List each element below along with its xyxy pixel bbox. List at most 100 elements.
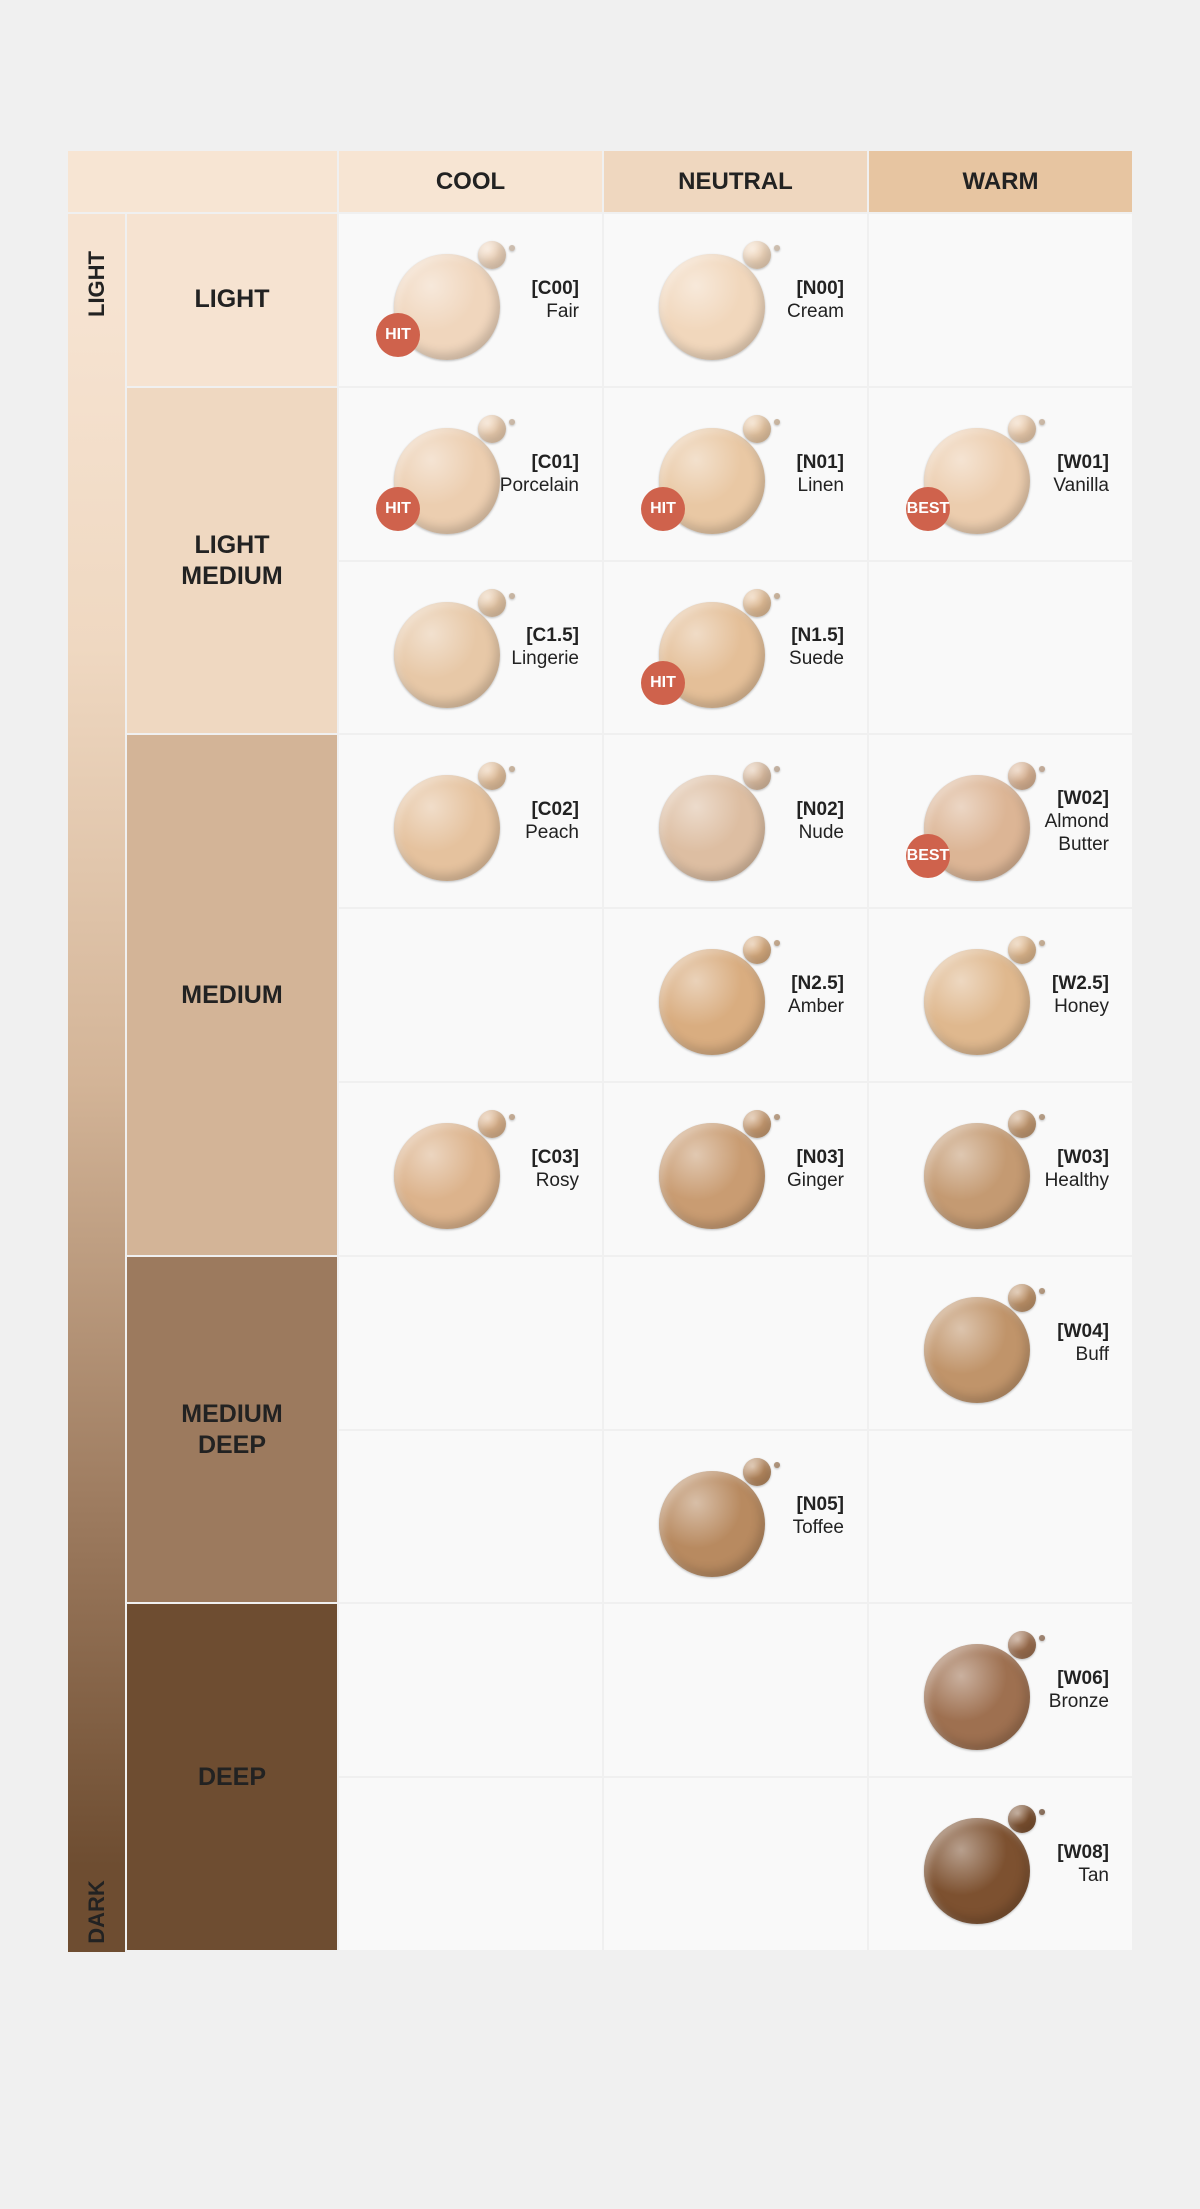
shade-name: Ginger bbox=[786, 1169, 844, 1191]
swatch-dot bbox=[509, 766, 515, 773]
group-label: LIGHT MEDIUM bbox=[127, 387, 337, 734]
shade-text: [N1.5] Suede bbox=[734, 562, 844, 734]
shade-badge: HIT bbox=[641, 660, 685, 705]
shade-name: Lingerie bbox=[511, 648, 579, 670]
shade-cell: [W01] Vanilla BEST bbox=[869, 387, 1132, 560]
shade-badge: HIT bbox=[376, 313, 420, 357]
swatch-dot bbox=[774, 245, 780, 251]
shade-text: [W04] Buff bbox=[999, 1257, 1109, 1429]
shade-badge: BEST bbox=[906, 486, 950, 531]
shade-code: [N01] bbox=[796, 451, 844, 473]
swatch-drop bbox=[743, 588, 771, 617]
swatch-drop bbox=[743, 936, 771, 965]
swatch-drop bbox=[743, 762, 771, 791]
shade-name: Linen bbox=[797, 474, 845, 496]
shade-text: [W03] Healthy bbox=[999, 1083, 1109, 1255]
swatch-dot bbox=[509, 1114, 515, 1120]
swatch-dot bbox=[774, 940, 780, 947]
shade-cell: [N2.5] Amber bbox=[604, 909, 867, 1081]
swatch-drop bbox=[1008, 1805, 1036, 1834]
shade-cell bbox=[339, 909, 602, 1081]
shade-swatch bbox=[924, 1644, 1030, 1751]
shade-cell: [N03] Ginger bbox=[604, 1083, 867, 1255]
shade-text: [W01] Vanilla bbox=[999, 388, 1109, 560]
shade-name: Amber bbox=[788, 996, 844, 1018]
shade-code: [N03] bbox=[796, 1146, 844, 1168]
shade-swatch bbox=[924, 1123, 1030, 1229]
shade-cell: [N05] Toffee bbox=[604, 1430, 867, 1603]
shade-text: [N00] Cream bbox=[734, 214, 844, 386]
shade-badge: BEST bbox=[906, 834, 950, 879]
swatch-drop bbox=[1008, 1283, 1036, 1312]
shade-name: Nude bbox=[798, 822, 844, 844]
shade-text: [W08] Tan bbox=[999, 1778, 1109, 1950]
shade-cell: [N00] Cream bbox=[604, 214, 867, 386]
shade-cell: [W02] Almond Butter BEST bbox=[869, 735, 1132, 908]
swatch-drop bbox=[743, 414, 771, 443]
shade-text: [C1.5] Lingerie bbox=[469, 562, 579, 734]
shade-name: Peach bbox=[525, 822, 579, 844]
column-header: NEUTRAL bbox=[604, 151, 867, 212]
shade-cell bbox=[869, 1430, 1132, 1603]
shade-cell: [C01] Porcelain HIT bbox=[339, 387, 602, 560]
shade-swatch bbox=[394, 775, 500, 882]
shade-code: [C03] bbox=[531, 1146, 579, 1168]
shade-name: Buff bbox=[1075, 1343, 1109, 1365]
swatch-dot bbox=[1039, 940, 1045, 947]
shade-name: Porcelain bbox=[499, 474, 579, 496]
swatch-dot bbox=[774, 1461, 780, 1468]
shade-swatch bbox=[659, 775, 765, 882]
shade-cell bbox=[339, 1604, 602, 1777]
swatch-dot bbox=[1039, 1114, 1045, 1120]
shade-text: [N01] Linen bbox=[734, 388, 844, 560]
swatch-dot bbox=[774, 592, 780, 599]
shade-swatch bbox=[659, 254, 765, 360]
shade-code: [W06] bbox=[1057, 1668, 1109, 1690]
shade-name: Cream bbox=[786, 300, 844, 322]
shade-name: Rosy bbox=[535, 1169, 579, 1191]
shade-swatch bbox=[924, 1818, 1030, 1925]
shade-name: Bronze bbox=[1048, 1691, 1109, 1713]
group-label: MEDIUM DEEP bbox=[127, 1256, 337, 1603]
shade-text: [C01] Porcelain bbox=[469, 388, 579, 560]
shade-cell: [W03] Healthy bbox=[869, 1083, 1132, 1255]
shade-text: [W2.5] Honey bbox=[999, 909, 1109, 1081]
swatch-dot bbox=[774, 418, 780, 425]
swatch-dot bbox=[1039, 1635, 1045, 1642]
shade-text: [W02] Almond Butter bbox=[999, 735, 1109, 907]
shade-swatch bbox=[924, 1296, 1030, 1403]
shade-cell bbox=[869, 561, 1132, 734]
shade-cell: [W04] Buff bbox=[869, 1256, 1132, 1429]
header-blank bbox=[68, 151, 337, 212]
shade-text: [C03] Rosy bbox=[469, 1083, 579, 1255]
shade-text: [N02] Nude bbox=[734, 735, 844, 907]
shade-cell bbox=[339, 1778, 602, 1950]
shade-cell bbox=[339, 1430, 602, 1603]
swatch-dot bbox=[509, 245, 515, 251]
shade-text: [N03] Ginger bbox=[734, 1083, 844, 1255]
shade-cell bbox=[869, 214, 1132, 386]
shade-text: [N05] Toffee bbox=[734, 1431, 844, 1603]
shade-swatch bbox=[659, 949, 765, 1056]
shade-code: [W04] bbox=[1057, 1320, 1109, 1342]
shade-code: [N02] bbox=[796, 799, 844, 821]
shade-cell: [W2.5] Honey bbox=[869, 909, 1132, 1081]
shade-cell bbox=[339, 1256, 602, 1429]
shade-cell: [C00] Fair HIT bbox=[339, 214, 602, 386]
swatch-drop bbox=[1008, 762, 1036, 791]
swatch-dot bbox=[1039, 1809, 1045, 1816]
shade-swatch bbox=[659, 1123, 765, 1229]
shade-text: [W06] Bronze bbox=[999, 1604, 1109, 1776]
swatch-dot bbox=[1039, 1287, 1045, 1294]
shade-text: [C00] Fair bbox=[469, 214, 579, 386]
shade-cell: [N01] Linen HIT bbox=[604, 387, 867, 560]
group-label: DEEP bbox=[127, 1604, 337, 1950]
shade-cell bbox=[604, 1778, 867, 1950]
group-label: MEDIUM bbox=[127, 735, 337, 1255]
light-dark-scale: LIGHT DARK bbox=[68, 214, 125, 1952]
swatch-drop bbox=[1008, 414, 1036, 443]
shade-swatch bbox=[394, 1123, 500, 1229]
shade-name: Tan bbox=[1078, 1865, 1109, 1887]
shade-name: Honey bbox=[1054, 996, 1109, 1018]
